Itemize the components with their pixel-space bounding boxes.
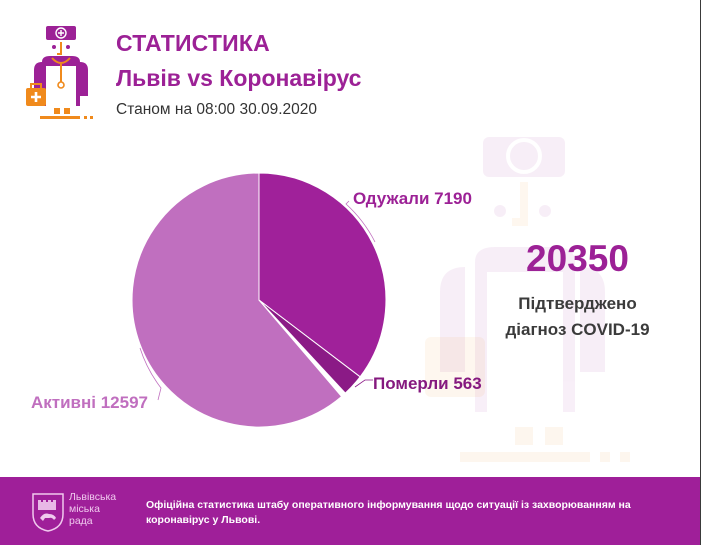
caption-line-1: Підтверджено bbox=[518, 294, 637, 313]
report-date: Станом на 08:00 30.09.2020 bbox=[116, 101, 318, 118]
doctor-icon bbox=[26, 26, 93, 119]
total-cases: 20350 bbox=[526, 238, 629, 279]
leader-line-active bbox=[139, 347, 162, 401]
doctor-watermark-icon bbox=[425, 137, 630, 462]
org-line-1: Львівська bbox=[69, 491, 117, 503]
frame-border bbox=[700, 0, 701, 545]
caption-line-2: діагноз COVID-19 bbox=[505, 320, 650, 339]
page-title: СТАТИСТИКА bbox=[116, 30, 270, 56]
pie-slice-active[interactable] bbox=[131, 172, 343, 428]
pie-slice-recovered[interactable] bbox=[258, 172, 387, 378]
city-coat-of-arms-icon bbox=[32, 493, 64, 532]
org-line-2: міська bbox=[69, 503, 100, 515]
total-caption: Підтверджено діагноз COVID-19 bbox=[490, 291, 665, 343]
leader-line-deaths bbox=[354, 379, 373, 388]
page-subtitle: Львів vs Коронавірус bbox=[116, 65, 362, 91]
label-deaths: Померли 563 bbox=[373, 374, 482, 393]
pie-chart bbox=[131, 172, 387, 428]
label-active: Активні 12597 bbox=[31, 393, 148, 412]
footer: Львівська міська рада Офіційна статистик… bbox=[0, 477, 700, 545]
leader-line-recovered bbox=[345, 200, 376, 243]
footer-description: Офіційна статистика штабу оперативного і… bbox=[146, 499, 631, 526]
pie-slice-deaths[interactable] bbox=[258, 299, 361, 394]
label-recovered: Одужали 7190 bbox=[353, 189, 472, 208]
city-council-name: Львівська міська рада bbox=[69, 491, 116, 527]
org-line-3: рада bbox=[69, 515, 93, 527]
